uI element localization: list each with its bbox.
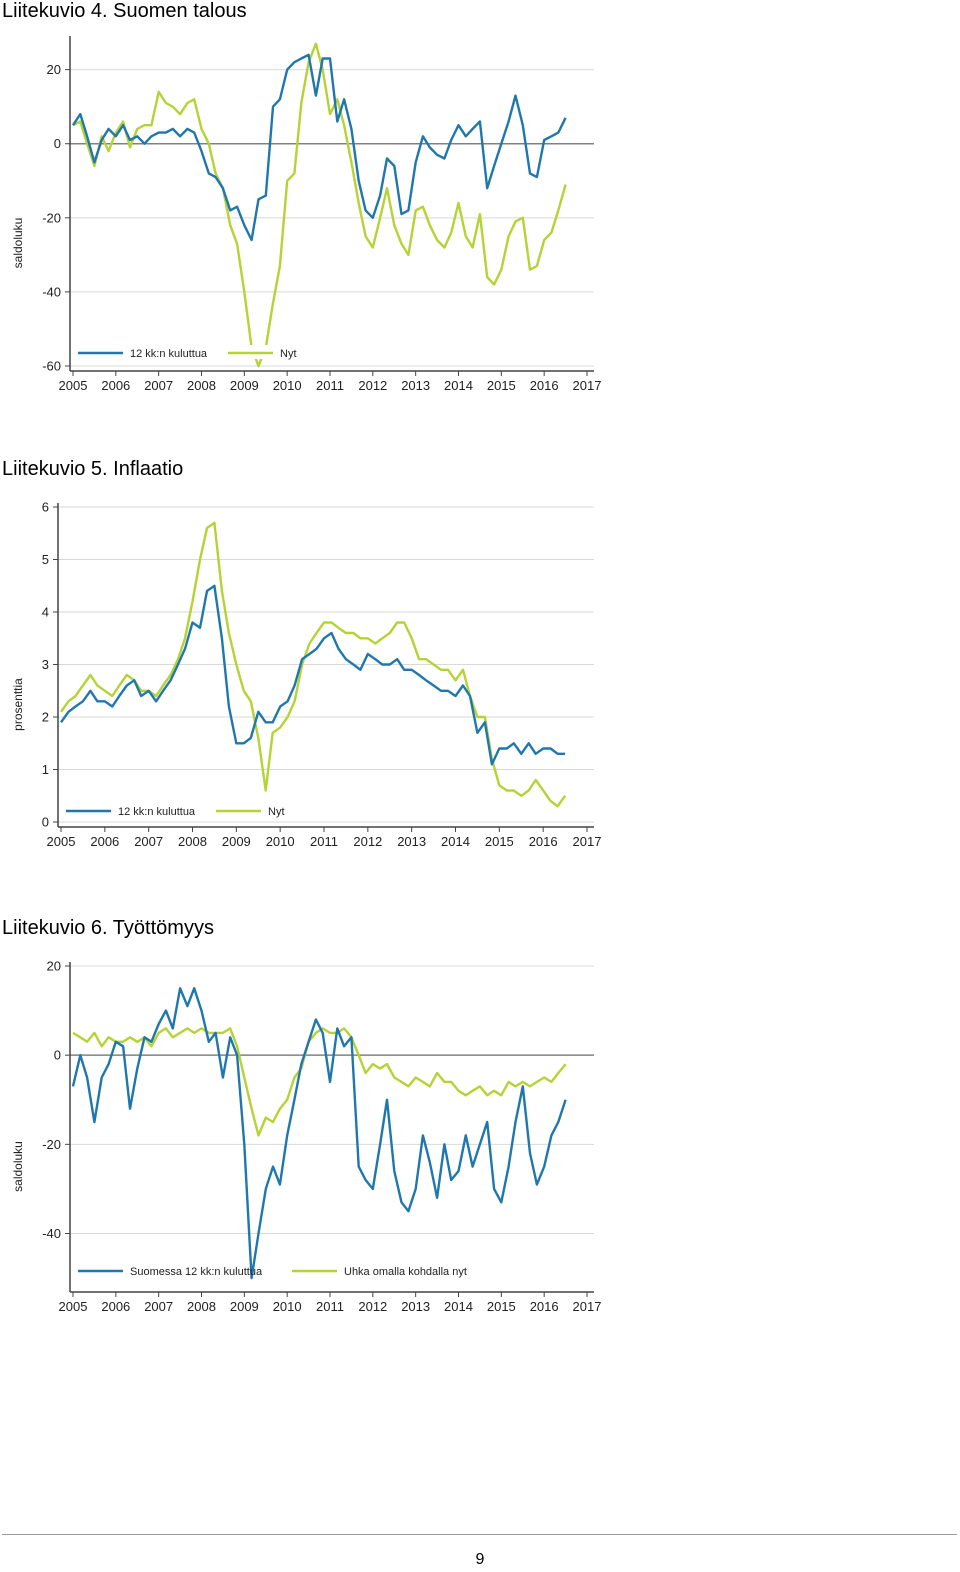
x-tick-label: 2009 xyxy=(222,834,251,849)
chart-tyottomyys: 20 0 -20 -40 2005 2006 2007 2008 2009 2010 2011 201… xyxy=(11,959,602,1315)
x-tick-label: 2011 xyxy=(316,378,344,393)
y-tick-label: 20 xyxy=(47,959,61,974)
y-axis-label: saldoluku xyxy=(11,1141,25,1192)
x-tick-label: 2010 xyxy=(273,378,302,393)
chart2-title: Liitekuvio 5. Inflaatio xyxy=(2,458,184,480)
x-tick-label: 2015 xyxy=(487,378,516,393)
x-tick-label: 2008 xyxy=(187,1299,216,1314)
y-tick-label: 4 xyxy=(42,605,49,620)
legend-bg xyxy=(62,803,209,817)
x-tick-label: 2017 xyxy=(573,834,602,849)
y-tick-label: 3 xyxy=(42,657,49,672)
y-tick-label: 0 xyxy=(42,815,49,830)
x-tick-label: 2015 xyxy=(487,1299,516,1314)
y-tick-label: 0 xyxy=(54,136,61,151)
x-tick-label: 2012 xyxy=(358,1299,387,1314)
series-line-1 xyxy=(60,521,567,808)
x-tick-label: 2010 xyxy=(266,834,295,849)
y-axis-label: saldoluku xyxy=(11,218,25,269)
y-tick-label: -20 xyxy=(42,1137,61,1152)
series-line-1 xyxy=(72,1027,567,1137)
x-tick-label: 2011 xyxy=(316,1299,344,1314)
x-tick-label: 2012 xyxy=(353,834,382,849)
x-tick-label: 2007 xyxy=(134,834,163,849)
x-tick-label: 2016 xyxy=(530,1299,559,1314)
x-tick-label: 2008 xyxy=(178,834,207,849)
legend-label: Nyt xyxy=(280,348,297,360)
y-tick-label: 2 xyxy=(42,710,49,725)
x-tick-label: 2013 xyxy=(401,1299,430,1314)
chart-inflaatio: 6 5 4 3 2 1 0 2005 2006 2007 2008 2009 2010 2011 2012 2… xyxy=(11,500,602,850)
y-tick-label: 1 xyxy=(42,762,49,777)
x-tick-label: 2009 xyxy=(230,1299,259,1314)
series-line-1 xyxy=(72,42,567,368)
chart3-title: Liitekuvio 6. Työttömyys xyxy=(2,917,214,939)
x-tick-label: 2006 xyxy=(90,834,119,849)
x-tick-label: 2007 xyxy=(144,378,173,393)
y-tick-label: -20 xyxy=(42,210,61,225)
x-tick-label: 2013 xyxy=(401,378,430,393)
y-axis-label: prosenttia xyxy=(11,678,25,731)
x-tick-label: 2006 xyxy=(101,1299,130,1314)
legend-label: Uhka omalla kohdalla nyt xyxy=(344,1266,467,1278)
x-tick-label: 2005 xyxy=(59,1299,88,1314)
y-tick-label: 0 xyxy=(54,1048,61,1063)
x-tick-label: 2013 xyxy=(397,834,426,849)
x-tick-label: 2009 xyxy=(230,378,259,393)
y-tick-label: -40 xyxy=(42,1226,61,1241)
y-tick-label: 5 xyxy=(42,552,49,567)
x-tick-label: 2017 xyxy=(573,1299,602,1314)
legend-label: 12 kk:n kuluttua xyxy=(130,348,208,360)
x-tick-label: 2014 xyxy=(444,1299,473,1314)
legend-bg xyxy=(74,345,221,359)
x-tick-label: 2007 xyxy=(144,1299,173,1314)
y-tick-label: -60 xyxy=(42,359,61,374)
x-tick-label: 2015 xyxy=(485,834,514,849)
x-tick-label: 2016 xyxy=(529,834,558,849)
chart-suomen-talous: 20 0 -20 -40 -60 2005 2006 2007 2008 2009 2010 2011… xyxy=(11,36,602,393)
x-tick-label: 2011 xyxy=(310,834,338,849)
page-number: 9 xyxy=(475,1551,485,1568)
y-tick-label: -40 xyxy=(42,284,61,299)
y-tick-label: 6 xyxy=(42,500,49,515)
series-line-0 xyxy=(71,987,567,1280)
legend-bg xyxy=(74,1263,221,1277)
x-tick-label: 2017 xyxy=(573,378,602,393)
x-tick-label: 2014 xyxy=(444,378,473,393)
legend-label: Nyt xyxy=(268,806,285,818)
x-tick-label: 2005 xyxy=(47,834,76,849)
x-tick-label: 2005 xyxy=(59,378,88,393)
footer-divider xyxy=(2,1534,957,1535)
series-line-0 xyxy=(71,53,567,242)
series-line-0 xyxy=(60,584,566,766)
x-tick-label: 2006 xyxy=(101,378,130,393)
x-tick-label: 2012 xyxy=(358,378,387,393)
chart1-title: Liitekuvio 4. Suomen talous xyxy=(2,0,247,22)
x-tick-label: 2014 xyxy=(441,834,470,849)
y-tick-label: 20 xyxy=(47,62,61,77)
legend-label: Suomessa 12 kk:n kuluttua xyxy=(130,1266,263,1278)
legend-label: 12 kk:n kuluttua xyxy=(118,806,196,818)
x-tick-label: 2008 xyxy=(187,378,216,393)
x-tick-label: 2016 xyxy=(530,378,559,393)
x-tick-label: 2010 xyxy=(273,1299,302,1314)
